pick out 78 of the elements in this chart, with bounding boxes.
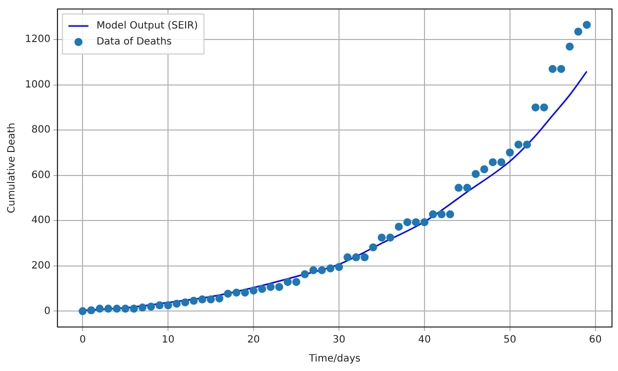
point <box>156 301 164 310</box>
x-tick-label: 30 <box>332 334 346 346</box>
point <box>224 290 232 298</box>
point <box>497 158 506 166</box>
point <box>112 304 121 313</box>
legend-label: Model Output (SEIR) <box>96 20 198 32</box>
point <box>446 210 454 218</box>
y-tick-label: 1200 <box>24 34 50 46</box>
point <box>514 140 522 149</box>
point <box>566 42 574 51</box>
point <box>190 296 198 305</box>
point <box>352 253 360 262</box>
point <box>344 253 352 262</box>
point <box>574 28 582 36</box>
point <box>506 148 514 156</box>
point <box>420 218 428 226</box>
point <box>198 295 206 304</box>
point <box>463 184 472 192</box>
point <box>454 184 463 192</box>
point <box>532 103 540 112</box>
point <box>557 64 566 73</box>
point <box>147 302 156 311</box>
point <box>394 222 403 231</box>
point <box>292 278 300 286</box>
point <box>386 234 394 242</box>
y-tick-label: 0 <box>44 306 50 317</box>
x-axis-title: Time/days <box>308 354 360 365</box>
point <box>472 170 480 178</box>
point <box>548 64 557 73</box>
point <box>121 304 130 313</box>
y-axis-title: Cumulative Death <box>6 122 18 214</box>
point <box>215 294 224 302</box>
point <box>412 218 420 226</box>
x-tick-label: 50 <box>504 334 516 346</box>
y-tick-label: 1000 <box>24 79 50 90</box>
point <box>334 263 343 272</box>
point <box>318 266 326 274</box>
x-tick-label: 0 <box>79 334 86 346</box>
point <box>428 210 437 218</box>
point <box>241 288 250 297</box>
point <box>369 243 378 252</box>
y-tick-label: 800 <box>31 124 50 136</box>
x-tick-label: 60 <box>588 334 602 346</box>
point <box>582 20 591 29</box>
y-tick-label: 400 <box>31 215 50 226</box>
point <box>96 304 104 313</box>
point <box>378 234 386 242</box>
x-tick-label: 20 <box>247 334 260 346</box>
point <box>360 253 369 262</box>
point <box>130 304 138 313</box>
point <box>309 266 318 274</box>
point <box>488 158 497 166</box>
point <box>78 307 87 316</box>
point <box>181 298 190 306</box>
point <box>438 210 446 218</box>
x-tick-label: 10 <box>162 334 174 346</box>
point <box>206 295 215 304</box>
point <box>480 165 488 174</box>
point <box>250 286 258 295</box>
point <box>266 282 275 291</box>
point <box>164 301 172 310</box>
legend-label: Data of Deaths <box>96 36 172 48</box>
point <box>138 304 146 312</box>
point <box>284 278 292 286</box>
point <box>104 304 112 313</box>
y-tick-label: 200 <box>31 260 50 272</box>
point <box>403 218 412 226</box>
point <box>300 270 309 278</box>
point <box>540 103 548 112</box>
point <box>275 282 284 291</box>
point <box>87 306 96 314</box>
x-tick-label: 40 <box>418 334 431 346</box>
point <box>522 140 531 149</box>
point <box>326 264 334 272</box>
y-tick-label: 600 <box>31 170 50 181</box>
point <box>258 284 266 293</box>
point <box>172 300 181 308</box>
point <box>232 288 240 297</box>
